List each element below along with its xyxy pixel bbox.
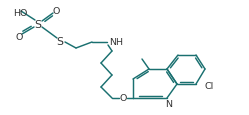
Text: O: O — [15, 33, 23, 42]
Text: HO: HO — [13, 9, 27, 18]
Text: N: N — [166, 100, 173, 109]
Text: Cl: Cl — [204, 82, 214, 91]
Text: NH: NH — [109, 38, 123, 47]
Text: O: O — [52, 6, 60, 15]
Text: O: O — [119, 94, 127, 103]
Text: S: S — [35, 20, 42, 30]
Text: S: S — [57, 37, 63, 47]
